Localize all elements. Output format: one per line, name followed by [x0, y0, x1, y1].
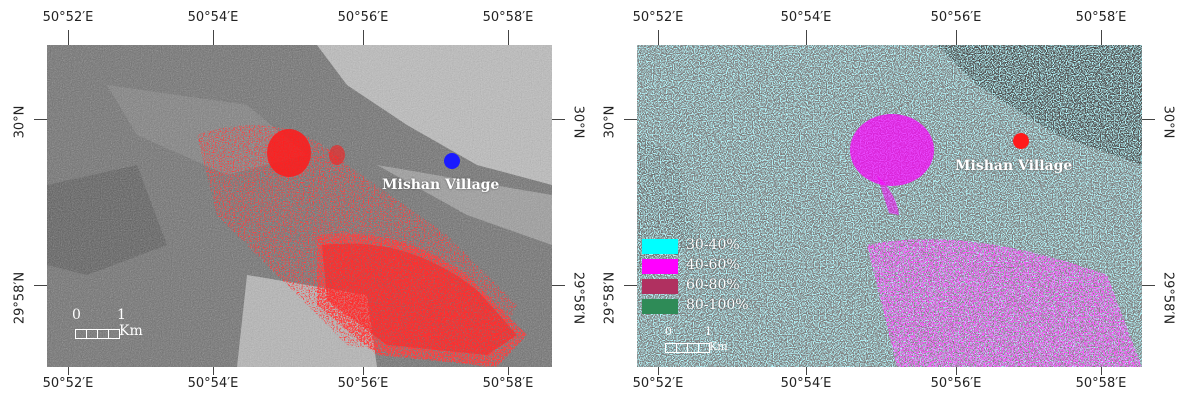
legend-swatch — [642, 239, 678, 254]
tick-mark — [806, 367, 807, 375]
tick-mark — [213, 367, 214, 375]
tick-mark — [1142, 285, 1155, 286]
lat-tick-left: 29°58′N — [602, 271, 618, 325]
right-map-panel: 50°52′E 50°54′E 50°56′E 50°58′E 30°N 29°… — [593, 0, 1186, 401]
lat-tick-left: 30°N — [602, 105, 618, 139]
legend-swatch — [642, 259, 678, 274]
tick-mark — [363, 30, 364, 45]
scale-boxes — [665, 343, 710, 353]
legend-label: 60-80% — [686, 277, 740, 293]
lon-tick-top: 50°54′E — [780, 10, 832, 25]
lon-tick-bottom: 50°52′E — [42, 376, 94, 391]
tick-mark — [68, 30, 69, 45]
scale-one-label: 1 — [705, 325, 712, 338]
satellite-image-left: Mishan Village 0 1 Km — [47, 45, 552, 367]
lon-tick-bottom: 50°54′E — [187, 376, 239, 391]
lon-tick-bottom: 50°58′E — [482, 376, 534, 391]
scale-unit-label: Km — [709, 340, 728, 353]
tick-mark — [68, 367, 69, 375]
legend-label: 80-100% — [686, 297, 749, 313]
legend-label: 30-40% — [686, 237, 740, 253]
lon-tick-top: 50°54′E — [187, 10, 239, 25]
lat-tick-right: 30°N — [570, 105, 586, 139]
lon-tick-top: 50°56′E — [337, 10, 389, 25]
village-marker — [1013, 133, 1029, 149]
legend-swatch — [642, 299, 678, 314]
tick-mark — [658, 30, 659, 45]
legend-swatch — [642, 279, 678, 294]
tick-mark — [624, 119, 637, 120]
scale-box — [108, 329, 120, 339]
tick-mark — [363, 367, 364, 375]
tick-mark — [956, 367, 957, 375]
scale-one-label: 1 — [117, 307, 126, 323]
scale-unit-label: Km — [119, 323, 143, 339]
lon-tick-top: 50°52′E — [632, 10, 684, 25]
tick-mark — [552, 285, 565, 286]
village-label: Mishan Village — [382, 177, 500, 193]
left-map-panel: 50°52′E 50°54′E 50°56′E 50°58′E 30°N 29°… — [12, 10, 586, 391]
lon-tick-bottom: 50°56′E — [930, 376, 982, 391]
scale-box — [698, 343, 710, 353]
scale-boxes — [75, 329, 120, 339]
lat-tick-left: 29°58′N — [12, 271, 28, 325]
lon-tick-bottom: 50°54′E — [780, 376, 832, 391]
lat-tick-left: 30°N — [12, 105, 28, 139]
lat-tick-right: 29°58′N — [570, 271, 586, 325]
tick-mark — [213, 30, 214, 45]
village-marker — [444, 153, 460, 169]
lon-tick-top: 50°58′E — [1075, 10, 1127, 25]
scale-zero-label: 0 — [72, 307, 81, 323]
satellite-image-right: Mishan Village 30-40% 40-60% 60-80% 80-1… — [637, 45, 1142, 367]
lon-tick-bottom: 50°58′E — [1075, 376, 1127, 391]
tick-mark — [956, 30, 957, 45]
tick-mark — [552, 119, 565, 120]
lon-tick-bottom: 50°56′E — [337, 376, 389, 391]
lon-tick-top: 50°52′E — [42, 10, 94, 25]
tick-mark — [34, 285, 47, 286]
lon-tick-top: 50°56′E — [930, 10, 982, 25]
tick-mark — [806, 30, 807, 45]
tick-mark — [34, 119, 47, 120]
tick-mark — [508, 30, 509, 45]
lon-tick-top: 50°58′E — [482, 10, 534, 25]
tick-mark — [1101, 367, 1102, 375]
legend-label: 40-60% — [686, 257, 740, 273]
scale-zero-label: 0 — [665, 325, 672, 338]
tick-mark — [658, 367, 659, 375]
village-label: Mishan Village — [955, 158, 1073, 174]
lat-tick-right: 30°N — [1160, 105, 1176, 139]
tick-mark — [508, 367, 509, 375]
tick-mark — [1142, 119, 1155, 120]
lat-tick-right: 29°58′N — [1160, 271, 1176, 325]
lon-tick-bottom: 50°52′E — [632, 376, 684, 391]
tick-mark — [1101, 30, 1102, 45]
tick-mark — [624, 285, 637, 286]
